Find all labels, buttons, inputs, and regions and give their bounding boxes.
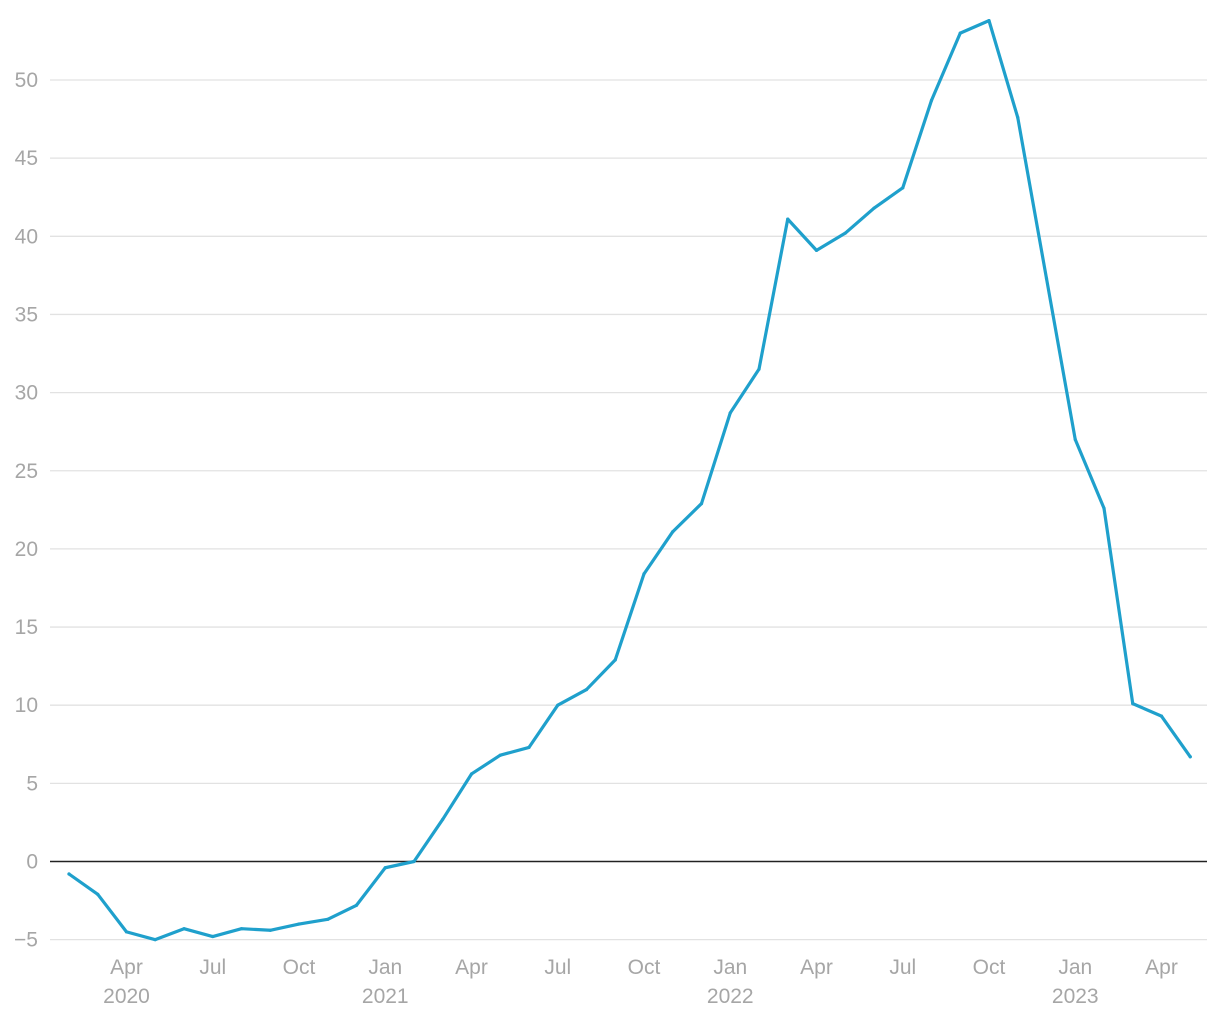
data-point [814,248,819,252]
y-tick-label: 45 [15,147,38,170]
data-point [872,206,876,210]
data-point [786,217,790,221]
data-point [268,928,272,932]
data-point [1102,506,1106,510]
y-tick-label: 0 [26,851,38,874]
data-point [1131,702,1135,706]
data-point [527,745,531,750]
x-tick-label: Apr [110,956,143,979]
data-point [498,753,502,757]
y-tick-label: 50 [15,69,38,92]
data-point [354,903,359,907]
x-tick-label: Jan [713,956,747,979]
data-point [297,922,301,926]
data-point [1188,755,1192,759]
data-point [671,530,675,534]
data-point [1073,437,1077,442]
x-axis-tick-labels: Apr 2020 Jul Oct Jan 2021 Apr Jul Oct Jan 2022 Apr J… [103,956,1178,1008]
data-point [239,927,244,931]
x-tick-year-label: 2022 [707,985,754,1008]
x-tick-label: Jan [368,956,402,979]
data-point [728,411,732,415]
data-point [1159,714,1164,718]
y-tick-label: 20 [15,538,38,561]
data-point [584,687,589,692]
data-point [929,98,934,102]
data-point [383,866,387,870]
x-tick-label: Apr [800,956,833,979]
x-tick-label: Oct [283,956,316,979]
series-line [67,19,1192,942]
data-point [182,927,186,931]
y-tick-label: 30 [15,382,38,405]
data-point [1044,276,1049,281]
y-axis-tick-labels: −5 0 5 10 15 20 25 30 35 40 45 50 [14,69,38,952]
data-point [901,186,905,190]
data-point [211,934,215,939]
y-tick-label: 10 [15,694,38,717]
data-point [843,231,847,235]
series-layer [67,19,1192,942]
data-point [1016,115,1020,120]
x-tick-label: Apr [455,956,488,979]
data-point [958,31,962,35]
data-point [757,367,761,371]
x-tick-label: Oct [973,956,1006,979]
y-tick-label: 40 [15,225,38,248]
data-point [613,658,617,662]
x-tick-label: Jul [544,956,571,979]
y-tick-label: 35 [15,303,38,326]
data-point [326,917,330,921]
x-tick-label: Oct [628,956,661,979]
y-tick-label: 5 [26,772,38,795]
data-point [642,572,646,576]
y-tick-label: 15 [15,616,38,639]
data-point [987,19,991,23]
data-point [556,703,560,707]
y-tick-label: −5 [14,929,38,952]
x-tick-year-label: 2021 [362,985,409,1008]
x-tick-label: Jul [889,956,916,979]
data-point [469,772,474,776]
data-point [699,501,704,506]
x-tick-year-label: 2023 [1052,985,1099,1008]
x-tick-label: Apr [1145,956,1178,979]
x-tick-label: Jul [199,956,226,979]
data-point [96,892,100,896]
gridlines [50,79,1207,941]
data-point [153,938,157,942]
data-point [412,859,416,864]
data-point [124,930,129,934]
data-point [67,872,71,876]
x-tick-year-label: 2020 [103,985,150,1008]
y-tick-label: 25 [15,460,38,483]
x-tick-label: Jan [1058,956,1092,979]
data-point [441,817,445,821]
